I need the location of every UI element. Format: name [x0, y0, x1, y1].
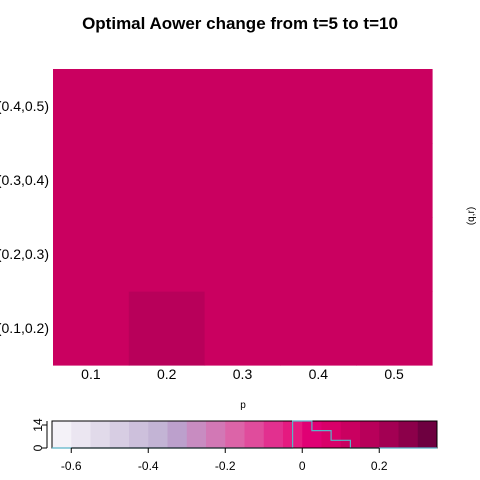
heatmap-cell [128, 217, 206, 292]
y-axis-ticks: (0.1,0.2) (0.2,0.3) (0.3,0.4) (0.4,0.5) [0, 98, 49, 336]
heatmap-cell [356, 291, 433, 366]
color-key-swatch [90, 421, 111, 448]
heatmap-cell [204, 217, 281, 292]
heatmap-cell [356, 217, 433, 292]
color-key-swatch [129, 421, 149, 448]
color-key-tick-label: 0.2 [371, 459, 388, 473]
color-key-tick-label: -0.4 [138, 459, 159, 473]
color-key-swatch [360, 421, 380, 448]
heatmap-cell [204, 143, 281, 218]
chart-title: Optimal Aower change from t=5 to t=10 [82, 14, 398, 33]
x-tick-label: 0.3 [233, 366, 253, 382]
y-tick-label: (0.3,0.4) [0, 172, 49, 188]
color-key-swatch [206, 421, 226, 448]
heatmap-cell [128, 143, 206, 218]
color-key-swatch [186, 421, 207, 448]
color-key-swatch [244, 421, 265, 448]
heatmap-cell [53, 143, 130, 218]
heatmap-cell [280, 217, 357, 292]
color-key-density-line [52, 420, 437, 449]
heatmap-cell [53, 69, 130, 144]
x-axis-ticks: 0.1 0.2 0.3 0.4 0.5 [81, 366, 404, 382]
color-key-density-label: 14 [31, 418, 45, 432]
heatmap-cell [280, 291, 357, 366]
color-key: -0.6 -0.4 -0.2 0 0.2 0 14 [31, 418, 438, 473]
heatmap-cell [280, 69, 357, 144]
x-axis-label: p [240, 400, 246, 411]
color-key-swatch [71, 421, 91, 448]
color-key-tick-label: -0.6 [61, 459, 82, 473]
color-key-swatch [379, 421, 399, 448]
color-key-swatch [263, 421, 284, 448]
color-key-swatch [340, 421, 361, 448]
color-key-swatch [225, 421, 245, 448]
color-key-swatch [417, 421, 438, 448]
color-key-tick-label: -0.2 [215, 459, 236, 473]
heatmap-cell [356, 143, 433, 218]
heatmap-cell [204, 291, 281, 366]
x-tick-label: 0.1 [81, 366, 101, 382]
color-key-swatch [302, 421, 322, 448]
color-key-density-label: 0 [31, 444, 45, 451]
heatmap-cell [128, 69, 206, 144]
heatmap-cell [356, 69, 433, 144]
heatmap-cell [280, 143, 357, 218]
y-axis-label: (q,r) [466, 207, 477, 225]
color-key-tick-label: 0 [299, 459, 306, 473]
x-tick-label: 0.2 [157, 366, 177, 382]
heatmap-cell [204, 69, 281, 144]
heatmap-cells [53, 69, 433, 366]
color-key-swatch [52, 421, 72, 448]
heatmap-cell [53, 291, 130, 366]
color-key-swatch [398, 421, 419, 448]
heatmap-cell [53, 217, 130, 292]
y-tick-label: (0.2,0.3) [0, 246, 49, 262]
y-tick-label: (0.4,0.5) [0, 98, 49, 114]
color-key-swatch [148, 421, 168, 448]
color-key-swatch [167, 421, 188, 448]
color-key-swatch [109, 421, 130, 448]
x-tick-label: 0.4 [309, 366, 329, 382]
x-tick-label: 0.5 [384, 366, 404, 382]
heatmap-cell [128, 291, 206, 366]
y-tick-label: (0.1,0.2) [0, 320, 49, 336]
